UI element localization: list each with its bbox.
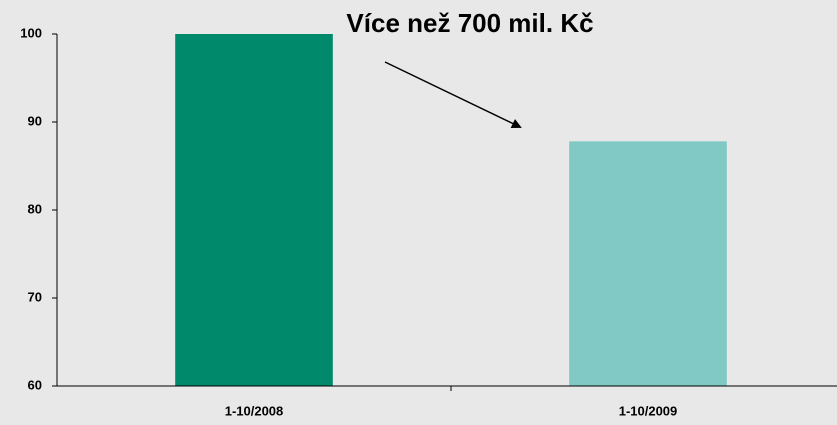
x-tick-label: 1-10/2009: [619, 403, 678, 418]
y-tick-label: 100: [20, 25, 42, 40]
annotation: Více než 700 mil. Kč: [346, 8, 593, 38]
y-tick-label: 80: [28, 201, 42, 216]
bar: [175, 34, 333, 386]
y-tick-label: 60: [28, 377, 42, 392]
y-tick-label: 90: [28, 113, 42, 128]
y-tick-label: 70: [28, 289, 42, 304]
bar: [569, 141, 727, 386]
annotation-arrow: [384, 61, 522, 129]
x-tick-label: 1-10/2008: [225, 403, 284, 418]
